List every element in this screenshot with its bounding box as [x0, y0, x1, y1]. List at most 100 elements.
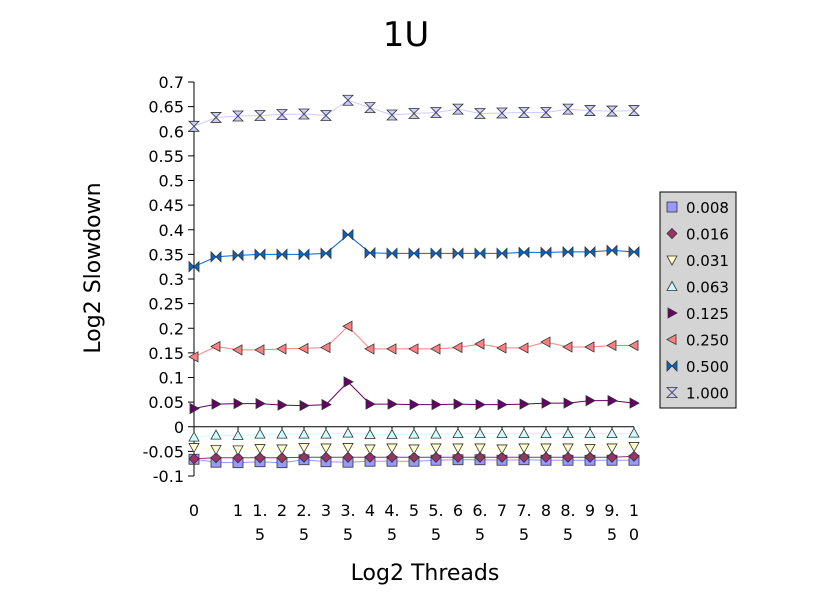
x-axis-title: Log2 Threads [351, 561, 500, 586]
data-point [430, 107, 442, 118]
data-point [276, 109, 288, 120]
data-point [321, 398, 332, 411]
data-point [276, 428, 288, 439]
data-point [342, 320, 353, 332]
data-point [364, 343, 375, 355]
data-point [562, 451, 574, 463]
data-point [540, 107, 552, 118]
x-tick-label: 3 [321, 501, 331, 520]
data-point [210, 445, 222, 456]
data-point [606, 105, 618, 117]
data-point [232, 429, 244, 441]
data-point [210, 112, 222, 123]
data-point [563, 397, 574, 409]
x-tick-label: 6. [472, 501, 487, 520]
legend-label: 0.500 [686, 358, 729, 376]
data-point [276, 444, 288, 455]
data-point [386, 109, 398, 121]
x-tick-label-line2: 5 [343, 525, 353, 544]
data-point [232, 249, 244, 262]
data-point [408, 451, 420, 463]
y-tick-label: 0.3 [159, 270, 184, 289]
series-0.125 [189, 376, 640, 415]
data-point [584, 341, 595, 353]
legend-label: 0.031 [686, 252, 729, 270]
data-point [496, 342, 507, 354]
x-tick-label: 4. [384, 501, 399, 520]
data-point [606, 443, 618, 454]
data-point [496, 427, 508, 439]
data-point [518, 107, 530, 118]
y-tick-label: 0.2 [159, 319, 184, 338]
x-tick-label: 2. [296, 501, 311, 520]
data-point [628, 427, 640, 438]
x-tick-label: 1. [252, 501, 267, 520]
x-tick-label: 9 [585, 501, 595, 520]
x-tick-label-line2: 5 [299, 525, 309, 544]
data-point [585, 394, 596, 407]
data-point [584, 245, 596, 258]
data-point [452, 443, 464, 454]
data-point [320, 451, 332, 463]
y-tick-label: 0.05 [148, 393, 184, 412]
data-point [518, 427, 530, 439]
data-point [540, 336, 551, 348]
series-0.250 [188, 320, 639, 363]
data-point [320, 443, 332, 454]
series-0.031 [188, 442, 640, 456]
legend-marker [666, 360, 678, 372]
x-tick-label-line2: 5 [519, 525, 529, 544]
data-point [386, 247, 398, 260]
data-point [628, 245, 640, 258]
data-point [518, 246, 530, 259]
data-point [474, 451, 486, 463]
y-tick-label: 0.55 [148, 147, 184, 166]
data-point [188, 453, 200, 465]
data-point [452, 341, 463, 354]
series-layer [188, 94, 640, 469]
y-tick-label: 0.15 [148, 344, 184, 363]
data-point [188, 351, 199, 363]
data-point [562, 103, 574, 115]
axes: -0.1 -0.05 0 0.05 0.1 0.15 0.2 0.25 0.3 0.35 0.4 0.… [143, 73, 640, 544]
data-point [277, 399, 288, 411]
data-point [452, 247, 464, 260]
data-point [628, 442, 640, 453]
y-tick-label: 0.4 [159, 221, 184, 240]
data-point [496, 107, 508, 119]
y-tick-label: 0 [174, 418, 184, 437]
x-tick-label: 8 [541, 501, 551, 520]
data-point [408, 108, 420, 119]
series-0.500 [188, 228, 640, 273]
x-tick-label-line2: 5 [607, 525, 617, 544]
y-tick-label: 0.35 [148, 245, 184, 264]
data-point [255, 397, 266, 410]
data-point [232, 445, 244, 456]
x-tick-label-line2: 5 [255, 525, 265, 544]
data-point [474, 247, 486, 260]
x-tick-label: 3. [340, 501, 355, 520]
data-point [320, 247, 332, 260]
data-point [188, 120, 200, 132]
data-point [188, 431, 200, 442]
data-point [496, 444, 508, 455]
data-point [211, 398, 222, 410]
data-point [386, 428, 398, 440]
data-point [628, 450, 640, 462]
data-point [254, 110, 266, 121]
data-point [188, 443, 200, 454]
x-tick-label: 7 [497, 501, 507, 520]
data-point [430, 247, 442, 260]
data-point [408, 343, 419, 355]
data-point [584, 444, 596, 455]
data-point [452, 103, 464, 115]
chart-title: 1U [383, 15, 430, 55]
data-point [298, 443, 310, 454]
data-point [386, 443, 398, 454]
data-point [210, 452, 222, 464]
data-point [364, 451, 376, 463]
x-tick-label: 9. [604, 501, 619, 520]
data-point [233, 397, 244, 410]
x-tick-label: 2 [277, 501, 287, 520]
legend-marker [666, 255, 678, 266]
